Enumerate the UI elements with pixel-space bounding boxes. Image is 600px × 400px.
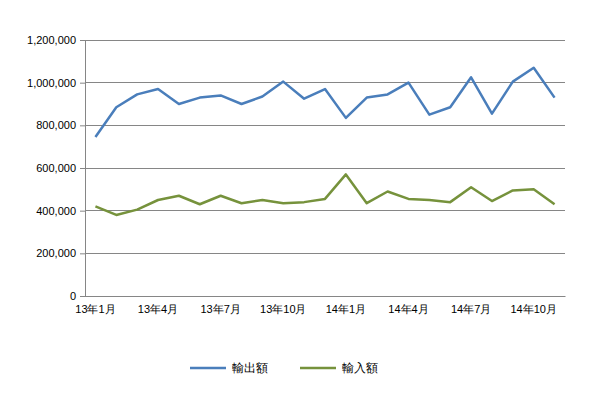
- grid-line: [85, 168, 565, 169]
- x-tick-label: 14年4月: [388, 303, 428, 315]
- x-tick: 13年1月: [75, 303, 115, 315]
- y-tick-mark: [80, 83, 85, 84]
- y-tick-label: 200,000: [36, 247, 76, 259]
- y-tick: 1,000,000: [27, 77, 85, 89]
- legend-label: 輸出額: [232, 361, 268, 375]
- x-tick: 14年4月: [388, 303, 428, 315]
- y-tick: 0: [70, 290, 85, 302]
- x-tick-label: 14年7月: [451, 303, 491, 315]
- x-tick-label: 13年1月: [75, 303, 115, 315]
- grid: [85, 40, 565, 296]
- x-tick-label: 14年10月: [510, 303, 556, 315]
- y-tick-label: 0: [70, 290, 76, 302]
- x-tick: 13年7月: [200, 303, 240, 315]
- y-tick-label: 400,000: [36, 205, 76, 217]
- y-tick: 600,000: [36, 162, 85, 174]
- grid-line: [85, 253, 565, 254]
- y-tick-mark: [80, 211, 85, 212]
- y-tick-label: 1,200,000: [27, 34, 76, 46]
- x-axis-line: [86, 296, 566, 297]
- x-tick: 13年10月: [260, 303, 306, 315]
- series-line: [95, 174, 554, 215]
- legend-item: 輸出額: [190, 361, 268, 375]
- x-tick: 13年4月: [138, 303, 178, 315]
- y-tick-mark: [80, 40, 85, 41]
- series-line: [95, 68, 554, 137]
- legend: 輸出額 輸入額: [190, 361, 378, 375]
- y-tick: 400,000: [36, 205, 85, 217]
- y-tick-label: 800,000: [36, 119, 76, 131]
- x-tick-label: 13年4月: [138, 303, 178, 315]
- grid-line: [85, 125, 565, 126]
- y-axis: 0 200,000 400,000 600,000 800,000 1,000,000 1,…: [27, 34, 85, 302]
- y-tick-label: 1,000,000: [27, 77, 76, 89]
- y-tick: 200,000: [36, 247, 85, 259]
- y-tick-mark: [80, 168, 85, 169]
- x-tick-label: 13年7月: [200, 303, 240, 315]
- y-tick-mark: [80, 125, 85, 126]
- legend-swatch: [300, 367, 336, 370]
- y-tick: 800,000: [36, 119, 85, 131]
- legend-swatch: [190, 367, 226, 370]
- grid-line: [85, 296, 565, 297]
- x-tick-label: 13年10月: [260, 303, 306, 315]
- plot-area: 0 200,000 400,000 600,000 800,000 1,000,000 1,…: [27, 34, 565, 315]
- series-group: [95, 68, 554, 215]
- x-tick: 14年7月: [451, 303, 491, 315]
- y-tick-label: 600,000: [36, 162, 76, 174]
- x-tick: 14年10月: [510, 303, 556, 315]
- x-axis: 13年1月 13年4月 13年7月 13年10月 14年1月 14年4月 14年7月 14年1…: [75, 297, 565, 315]
- y-tick: 1,200,000: [27, 34, 85, 46]
- y-tick-mark: [80, 296, 85, 297]
- y-tick-mark: [80, 253, 85, 254]
- x-tick-label: 14年1月: [326, 303, 366, 315]
- grid-line: [85, 82, 565, 83]
- grid-line: [85, 40, 565, 41]
- legend-label: 輸入額: [342, 361, 378, 375]
- chart: 0 200,000 400,000 600,000 800,000 1,000,000 1,…: [0, 0, 600, 400]
- legend-item: 輸入額: [300, 361, 378, 375]
- y-axis-line: [80, 41, 86, 297]
- grid-line: [85, 210, 565, 211]
- x-tick: 14年1月: [326, 303, 366, 315]
